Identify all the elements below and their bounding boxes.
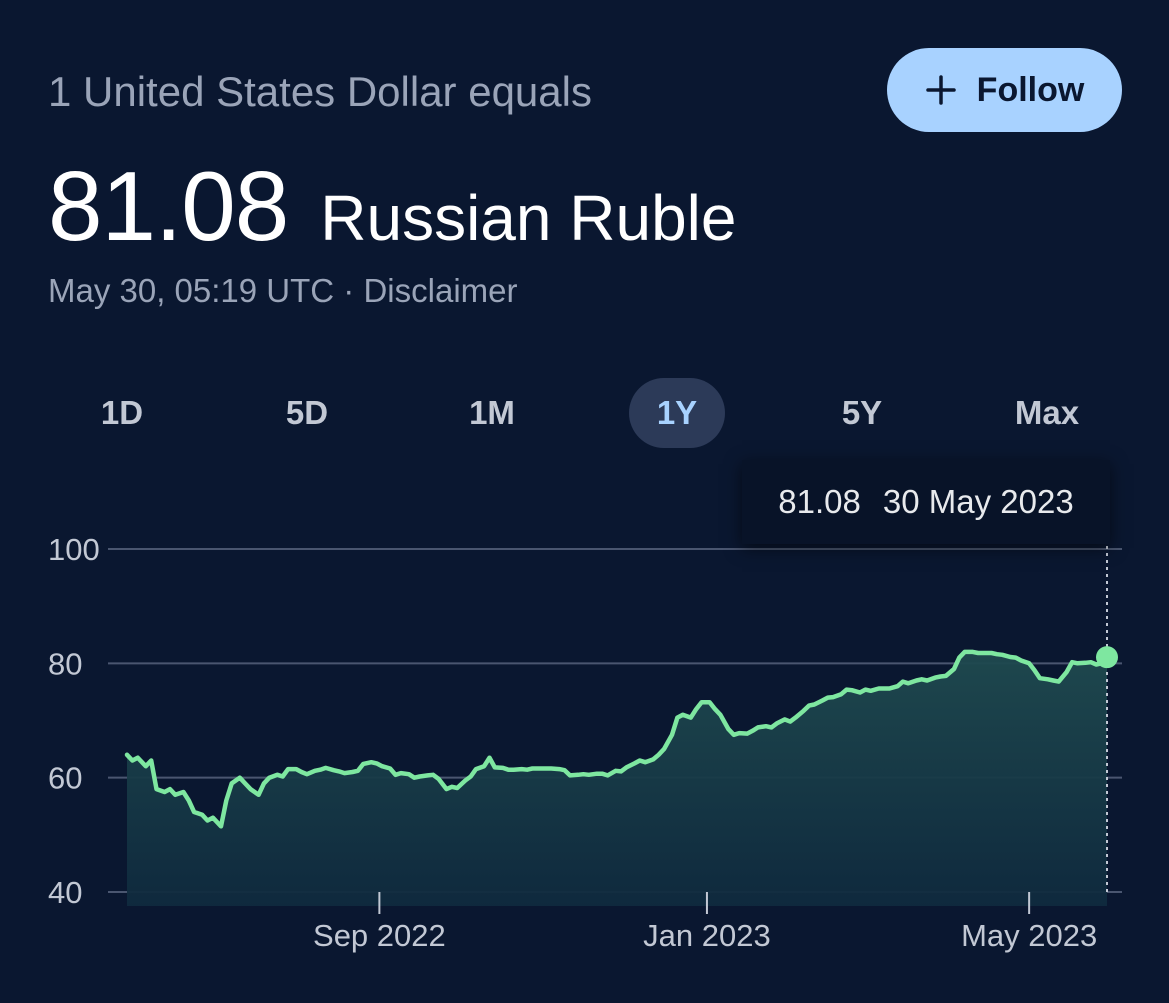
tab-5d[interactable]: 5D [215,378,399,448]
timestamp: May 30, 05:19 UTC [48,272,335,309]
tab-1m[interactable]: 1M [400,378,584,448]
tooltip-date: 30 May 2023 [882,483,1074,520]
conversion-label: 1 United States Dollar equals [48,68,592,115]
y-tick-label: 100 [48,532,100,567]
rate-currency: Russian Ruble [320,182,737,254]
area-fill [127,651,1107,906]
tab-1y[interactable]: 1Y [585,378,769,448]
rate-row: 81.08 Russian Ruble [48,150,736,263]
tab-label: 1D [100,394,144,431]
plus-icon [925,75,956,105]
tab-1d[interactable]: 1D [30,378,214,448]
y-tick-label: 60 [48,761,82,796]
rate-value: 81.08 [48,151,289,261]
chart-tooltip: 81.08 30 May 2023 [742,460,1110,544]
y-tick-label: 80 [48,646,82,681]
disclaimer-link[interactable]: Disclaimer [363,272,518,309]
tab-5y[interactable]: 5Y [770,378,954,448]
separator-dot: · [343,272,355,309]
timestamp-row: May 30, 05:19 UTC · Disclaimer [48,272,517,310]
tab-label: 5D [285,394,329,431]
series-line [124,649,1110,829]
tab-max[interactable]: Max [955,378,1139,448]
x-tick-label: Sep 2022 [313,918,446,953]
highlight-point [1096,646,1118,669]
x-tick-label: May 2023 [961,918,1097,953]
tab-label: 1Y [628,378,726,448]
x-tick-label: Jan 2023 [643,918,771,953]
range-tabs: 1D 5D 1M 1Y 5Y Max [30,378,1139,448]
follow-button[interactable]: Follow [887,48,1122,132]
tab-label: 1M [469,394,515,431]
tooltip-value: 81.08 [778,483,861,520]
y-tick-label: 40 [48,875,82,910]
tab-label: Max [1014,394,1080,431]
follow-button-label: Follow [976,70,1085,109]
tab-label: 5Y [841,394,883,431]
